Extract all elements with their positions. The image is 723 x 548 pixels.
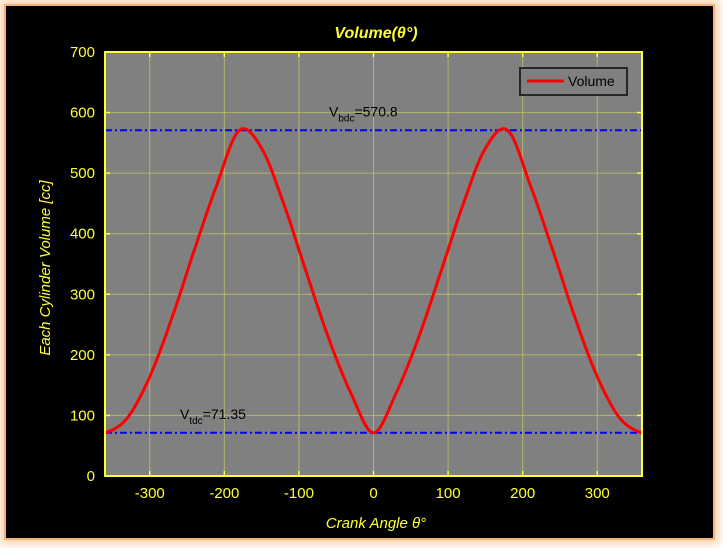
y-tick-label: 0 <box>87 468 95 485</box>
x-tick-label: 200 <box>510 485 535 502</box>
y-tick-label: 300 <box>70 286 95 303</box>
y-tick-label: 100 <box>70 407 95 424</box>
legend-label-volume: Volume <box>568 73 615 89</box>
x-tick-label: -100 <box>284 485 314 502</box>
y-tick-label: 700 <box>70 44 95 61</box>
chart-title: Volume(θ°) <box>334 25 417 42</box>
vtdc-annotation: Vtdc=71.35 <box>180 406 246 427</box>
x-tick-label: -200 <box>209 485 239 502</box>
x-axis-title: Crank Angle θ° <box>326 515 426 532</box>
y-tick-label: 500 <box>70 165 95 182</box>
y-tick-label: 400 <box>70 226 95 243</box>
x-tick-label: 0 <box>369 485 377 502</box>
figure-frame: -300 -200 -100 0 100 200 300 0 100 200 300 400 500 60… <box>4 4 715 540</box>
x-tick-label: 100 <box>436 485 461 502</box>
x-tick-label: 300 <box>585 485 610 502</box>
y-tick-label: 200 <box>70 347 95 364</box>
legend: Volume <box>519 67 628 96</box>
x-tick-label: -300 <box>135 485 165 502</box>
vbdc-annotation: Vbdc=570.8 <box>329 103 398 124</box>
y-tick-label: 600 <box>70 105 95 122</box>
volume-chart: -300 -200 -100 0 100 200 300 0 100 200 300 400 500 60… <box>37 25 643 532</box>
y-axis-title: Each Cylinder Volume [cc] <box>37 179 54 355</box>
